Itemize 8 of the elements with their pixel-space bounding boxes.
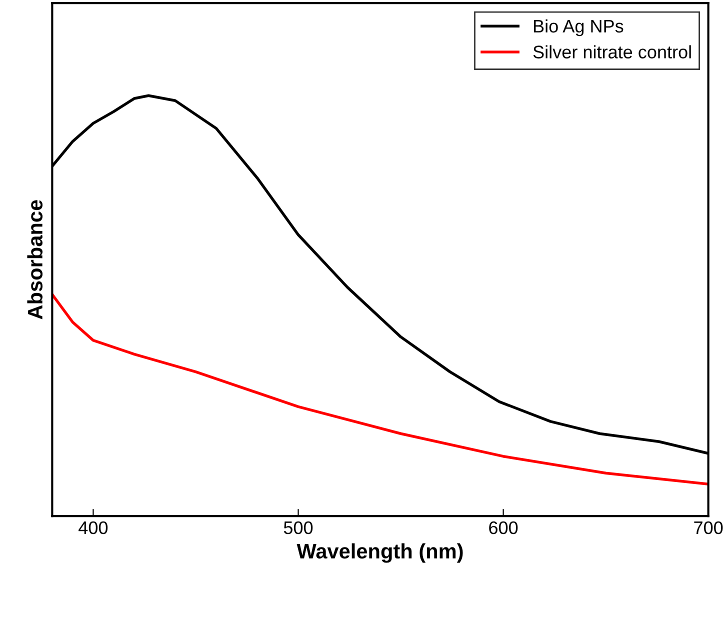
x-tick-label: 400 bbox=[78, 521, 108, 534]
x-tick-label: 600 bbox=[489, 521, 518, 534]
y-axis-title: Absorbance bbox=[27, 200, 43, 320]
legend-label: Bio Ag NPs bbox=[534, 19, 624, 36]
x-tick-label: 700 bbox=[694, 521, 723, 534]
legend-label: Silver nitrate control bbox=[533, 45, 691, 58]
x-axis-title: Wavelength (nm) bbox=[296, 543, 463, 563]
x-tick-label: 500 bbox=[284, 521, 313, 534]
